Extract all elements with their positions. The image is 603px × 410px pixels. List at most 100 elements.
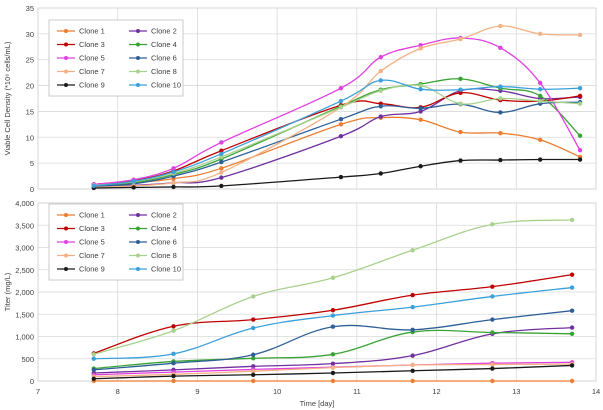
vcd-point-clone-8 (418, 83, 423, 88)
vcd-legend: Clone 1 Clone 2 Clone 3 Clone 4 Clone 5 Clone… (48, 19, 184, 97)
titer-point-clone-7 (251, 369, 256, 374)
titer-point-clone-1 (330, 378, 336, 384)
vcd-legend-marker (64, 69, 68, 74)
vcd-legend-label: Clone 10 (151, 81, 181, 90)
vcd-legend-label: Clone 9 (79, 81, 105, 90)
vcd-point-clone-9 (219, 183, 224, 189)
titer-point-clone-6 (490, 317, 495, 322)
vcd-legend-marker (64, 56, 68, 60)
titer-ytick-label: 500 (21, 355, 34, 364)
titer-point-clone-3 (569, 272, 575, 277)
vcd-point-clone-9 (378, 171, 383, 176)
vcd-point-clone-6 (338, 116, 344, 122)
titer-point-clone-10 (490, 294, 495, 299)
titer-legend: Clone 1 Clone 2 Clone 3 Clone 4 Clone 5 Clone… (48, 203, 184, 281)
titer-point-clone-10 (410, 304, 415, 310)
vcd-point-clone-10 (458, 87, 463, 92)
vcd-point-clone-2 (219, 175, 224, 180)
titer-point-clone-1 (410, 378, 415, 384)
vcd-ytick-label: 30 (26, 30, 34, 39)
vcd-point-clone-6 (418, 106, 423, 111)
titer-point-clone-7 (330, 365, 336, 370)
vcd-point-clone-1 (538, 137, 543, 143)
titer-point-clone-9 (569, 363, 575, 368)
vcd-point-clone-8 (378, 88, 383, 93)
vcd-point-clone-7 (219, 170, 224, 175)
vcd-point-clone-4 (577, 133, 583, 138)
titer-ytick-label: 0 (30, 377, 34, 386)
titer-point-clone-8 (490, 222, 495, 227)
vcd-line-clone-5 (93, 37, 581, 185)
titer-legend-item-clone-8: Clone 8 (129, 251, 177, 260)
vcd-point-clone-10 (418, 86, 423, 92)
vcd-point-clone-5 (171, 166, 176, 171)
titer-point-clone-7 (410, 362, 415, 368)
vcd-point-clone-8 (338, 105, 344, 110)
titer-ylabel: Titer (mg/L) (3, 272, 12, 311)
vcd-point-clone-8 (458, 101, 463, 106)
xtick-label: 8 (116, 387, 120, 396)
titer-series-clone-6 (91, 308, 575, 373)
vcd-point-clone-6 (219, 159, 224, 165)
titer-legend-marker (64, 267, 68, 271)
vcd-point-clone-3 (577, 93, 583, 99)
titer-panel: 0 500 1,000 1,500 2,000 2,500 3,000 3,500 4,000 T… (3, 199, 597, 386)
vcd-legend-item-clone-2: Clone 2 (129, 27, 177, 36)
vcd-ytick-label: 0 (30, 185, 34, 194)
vcd-point-clone-2 (378, 114, 383, 119)
titer-point-clone-4 (330, 352, 336, 357)
titer-legend-label: Clone 2 (151, 211, 177, 220)
vcd-point-clone-1 (498, 130, 503, 136)
vcd-ytick-label: 20 (26, 82, 34, 91)
titer-legend-label: Clone 6 (151, 238, 177, 247)
time-axis: 7 8 9 10 11 12 13 14 Time [day] (36, 387, 600, 408)
vcd-legend-marker (64, 42, 68, 47)
vcd-line-clone-4 (93, 78, 581, 187)
titer-legend-marker (136, 253, 140, 258)
vcd-point-clone-10 (378, 78, 383, 83)
titer-legend-item-clone-10: Clone 10 (129, 265, 181, 274)
vcd-legend-marker (136, 56, 140, 60)
titer-point-clone-10 (171, 351, 176, 357)
vcd-legend-label: Clone 6 (151, 54, 177, 63)
vcd-legend-marker (136, 42, 140, 47)
titer-legend-item-clone-2: Clone 2 (129, 211, 177, 220)
vcd-line-clone-6 (93, 101, 581, 188)
vcd-ytick-label: 15 (26, 107, 34, 116)
vcd-series-clone-9 (91, 157, 583, 191)
titer-point-clone-2 (410, 353, 415, 358)
vcd-point-clone-5 (338, 85, 344, 91)
titer-point-clone-3 (251, 317, 256, 322)
vcd-point-clone-8 (219, 154, 224, 160)
vcd-point-clone-8 (498, 96, 503, 101)
titer-series-clone-1 (91, 378, 575, 384)
titer-legend-item-clone-3: Clone 3 (57, 224, 105, 233)
xtick-label: 14 (592, 387, 600, 396)
titer-point-clone-1 (490, 378, 495, 384)
titer-legend-item-clone-9: Clone 9 (57, 265, 105, 274)
vcd-point-clone-7 (378, 68, 383, 74)
xtick-label: 11 (353, 387, 361, 396)
titer-point-clone-9 (171, 373, 176, 379)
vcd-legend-item-clone-4: Clone 4 (129, 40, 177, 49)
titer-legend-label: Clone 4 (151, 224, 177, 233)
titer-point-clone-9 (410, 368, 415, 373)
titer-point-clone-8 (569, 217, 575, 223)
vcd-legend-label: Clone 2 (151, 27, 177, 36)
vcd-point-clone-3 (458, 90, 463, 96)
vcd-line-clone-9 (93, 158, 581, 189)
titer-legend-label: Clone 10 (151, 265, 181, 274)
titer-point-clone-1 (569, 378, 575, 384)
vcd-point-clone-1 (418, 117, 423, 122)
vcd-legend-marker (136, 69, 140, 74)
vcd-ylabel: Viable Cell Density (*10⁶ cells/mL) (3, 41, 12, 155)
titer-point-clone-10 (251, 325, 256, 331)
vcd-legend-label: Clone 4 (151, 40, 177, 49)
vcd-point-clone-9 (131, 185, 136, 190)
titer-legend-item-clone-1: Clone 1 (57, 211, 105, 220)
vcd-point-clone-9 (338, 174, 344, 180)
titer-point-clone-10 (569, 285, 575, 290)
vcd-point-clone-10 (338, 98, 344, 104)
vcd-line-clone-7 (93, 25, 581, 189)
titer-point-clone-2 (330, 361, 336, 366)
